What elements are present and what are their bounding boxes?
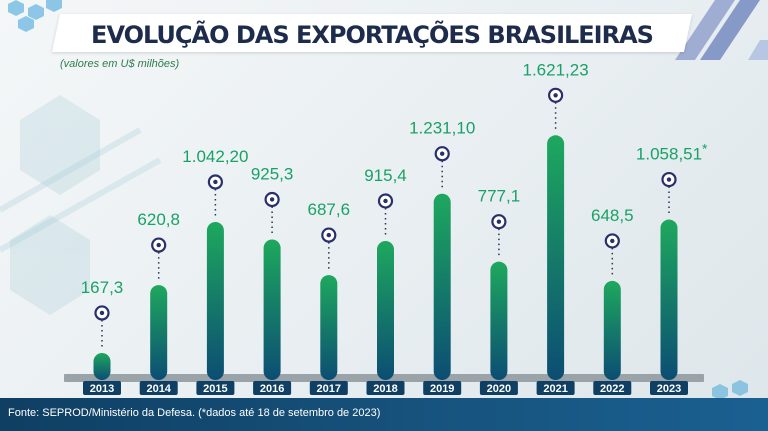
chart-title: EVOLUÇÃO DAS EXPORTAÇÕES BRASILEIRAS (91, 21, 654, 49)
x-tick-label-2013: 2013 (90, 383, 114, 395)
x-tick-label-2018: 2018 (373, 383, 397, 395)
marker-dot-2023 (666, 177, 672, 182)
annotation-2023: * (702, 141, 708, 157)
bar-2014 (150, 285, 168, 380)
chart-subtitle: (valores em U$ milhões) (60, 58, 180, 70)
value-label-2016: 925,3 (251, 164, 294, 183)
year-tag-2013 (83, 381, 121, 395)
value-label-2023: 1.058,51 (636, 145, 702, 164)
year-tag-2022 (593, 381, 632, 395)
x-tick-label-2016: 2016 (260, 383, 284, 395)
x-tick-label-2015: 2015 (203, 383, 227, 395)
x-tick-label-2019: 2019 (430, 383, 454, 395)
marker-dot-2020 (496, 219, 502, 224)
year-tag-2016 (253, 381, 292, 395)
value-label-2022: 648,5 (591, 206, 634, 225)
year-tag-2018 (366, 381, 405, 395)
x-tick-label-2021: 2021 (543, 383, 567, 395)
footer-band (0, 398, 768, 431)
bar-2021 (547, 135, 565, 380)
value-label-2013: 167,3 (81, 278, 124, 297)
value-label-2019: 1.231,10 (409, 119, 475, 138)
marker-dot-2014 (156, 242, 161, 248)
x-tick-label-2020: 2020 (487, 383, 511, 395)
source-note: Fonte: SEPROD/Ministério da Defesa. (*da… (8, 407, 381, 419)
year-tag-2015 (196, 381, 235, 395)
year-tag-2019 (423, 381, 462, 395)
year-tag-2020 (479, 381, 518, 395)
marker-dot-2015 (213, 179, 218, 185)
value-label-2015: 1.042,20 (182, 147, 248, 166)
marker-dot-2018 (383, 198, 388, 204)
marker-dot-2016 (269, 197, 275, 202)
value-label-2017: 687,6 (308, 200, 351, 219)
x-tick-label-2014: 2014 (146, 383, 171, 395)
value-label-2014: 620,8 (137, 210, 180, 229)
marker-dot-2021 (553, 93, 558, 98)
bar-2016 (263, 239, 281, 380)
bar-2017 (320, 275, 338, 380)
x-tick-label-2023: 2023 (657, 383, 681, 395)
x-tick-label-2022: 2022 (600, 383, 624, 395)
marker-dot-2022 (610, 238, 615, 244)
x-tick-label-2017: 2017 (317, 383, 341, 395)
marker-dot-2013 (99, 310, 105, 316)
value-label-2020: 777,1 (478, 187, 521, 206)
bar-2015 (206, 221, 224, 380)
value-label-2021: 1.621,23 (523, 60, 589, 79)
year-tag-2014 (139, 381, 178, 395)
value-label-2018: 915,4 (364, 166, 407, 185)
bar-2020 (490, 261, 508, 380)
bar-2018 (377, 240, 394, 380)
bar-2022 (603, 280, 621, 380)
bar-2019 (433, 193, 451, 380)
year-tag-2021 (536, 381, 575, 395)
marker-dot-2017 (326, 232, 331, 238)
year-tag-2023 (650, 381, 688, 395)
marker-dot-2019 (440, 151, 445, 156)
bar-2013 (93, 352, 111, 380)
bar-2023 (660, 219, 678, 380)
year-tag-2017 (309, 381, 348, 395)
